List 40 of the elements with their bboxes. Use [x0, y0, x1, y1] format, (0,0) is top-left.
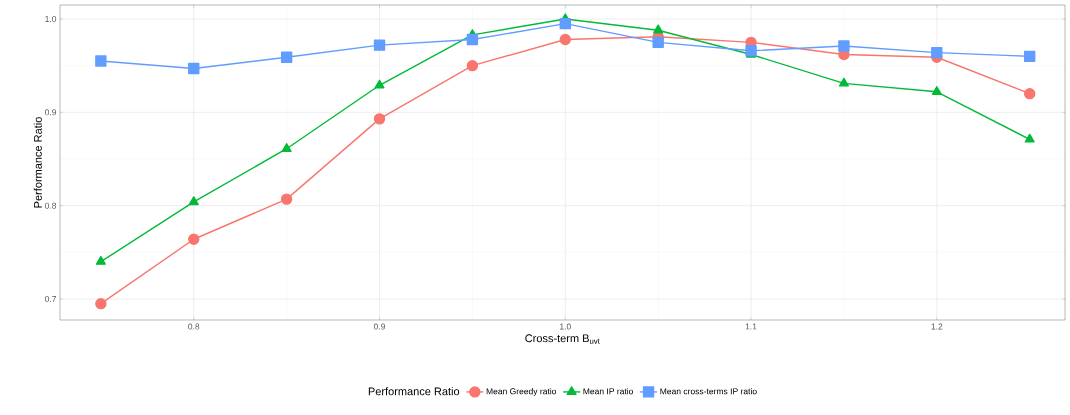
point: [281, 143, 292, 152]
point: [559, 17, 571, 30]
legend-title: Performance Ratio: [368, 387, 460, 396]
point: [373, 39, 386, 51]
point: [931, 46, 943, 59]
y-tick-label: 0.9: [45, 109, 57, 116]
point: [95, 255, 106, 265]
legend-label: Mean IP ratio: [583, 388, 634, 395]
point: [95, 55, 107, 67]
y-tick-label: 0.7: [45, 295, 57, 302]
x-tick-label: 0.9: [373, 323, 386, 330]
point: [280, 193, 293, 205]
point: [653, 24, 664, 34]
point: [280, 51, 293, 63]
x-tick-label: 1.1: [745, 323, 757, 330]
point: [466, 59, 479, 72]
point: [188, 196, 199, 206]
point: [1024, 50, 1036, 63]
y-tick-label: 1.0: [45, 15, 57, 22]
x-tick-label: 1.0: [560, 323, 571, 330]
point: [95, 297, 107, 310]
point: [838, 40, 850, 52]
legend-label: Mean cross-terms IP ratio: [660, 388, 757, 395]
x-axis-title: Cross-term B$_{uvt}$: [525, 334, 600, 344]
y-tick-label: 0.8: [45, 202, 57, 209]
y-axis-title: Performance Ratio: [33, 117, 42, 208]
point: [466, 33, 479, 46]
point: [931, 86, 942, 95]
point: [374, 79, 385, 89]
point: [188, 233, 200, 245]
x-tick-label: 0.8: [188, 323, 200, 330]
point: [1024, 133, 1035, 143]
point: [838, 77, 849, 87]
x-tick-label: 1.2: [931, 323, 943, 330]
point: [373, 113, 386, 125]
legend-label: Mean Greedy ratio: [486, 388, 557, 397]
point: [559, 33, 571, 46]
point: [652, 36, 664, 49]
point: [1024, 87, 1036, 100]
point: [188, 62, 200, 75]
